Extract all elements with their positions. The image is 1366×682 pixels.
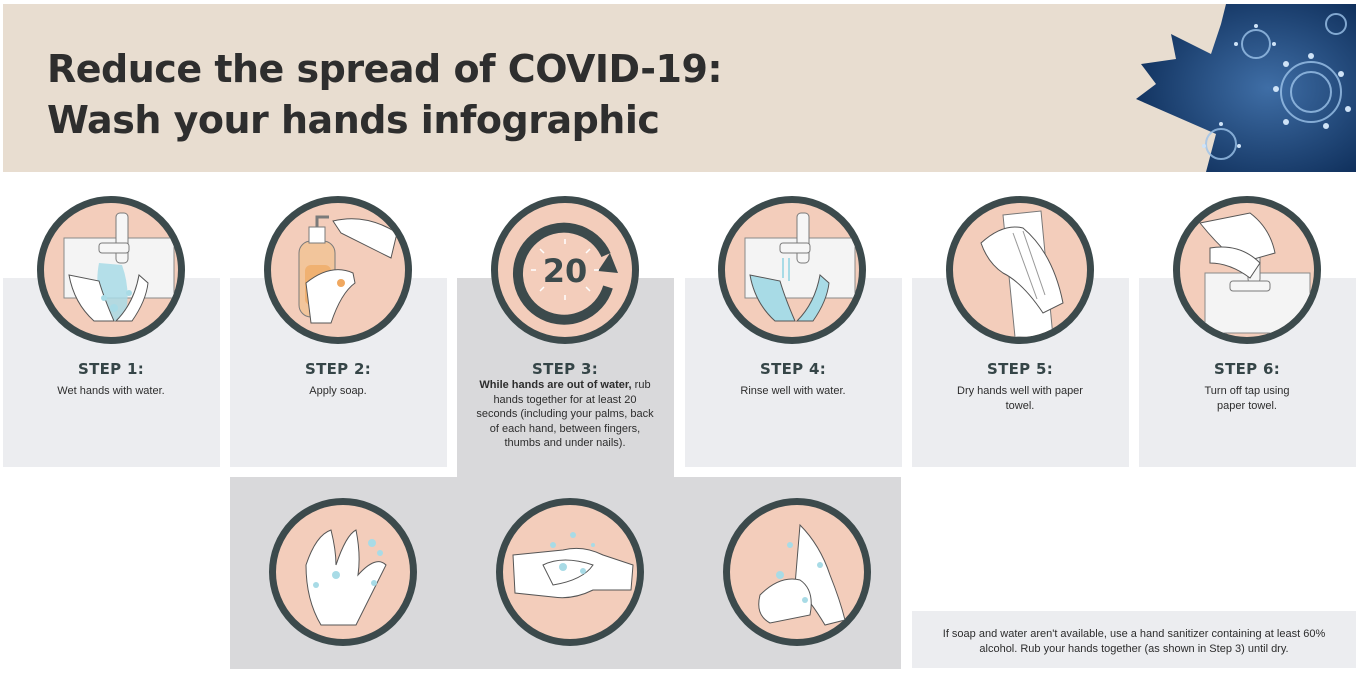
rub-illustration-1 [269, 498, 417, 646]
step-5-title: STEP 5: [986, 360, 1054, 378]
rub-illustration-3 [723, 498, 871, 646]
sanitizer-note: If soap and water aren't available, use … [912, 611, 1356, 668]
step-4-illustration [718, 196, 866, 344]
step-5-illustration [946, 196, 1094, 344]
page-title: Reduce the spread of COVID-19: Wash your… [47, 44, 723, 146]
turn-off-tap-icon [1199, 212, 1311, 334]
timer-value: 20 [543, 252, 588, 290]
step-2-illustration [264, 196, 412, 344]
faucet-rinse-hands-icon [744, 212, 856, 322]
step-6-illustration [1173, 196, 1321, 344]
step-2-text: Apply soap. [309, 385, 367, 397]
palm-rub-icon [758, 523, 846, 626]
step-5-text: Dry hands well with paper towel. [957, 385, 1083, 412]
faucet-wet-hands-icon [63, 212, 175, 322]
interlaced-fingers-icon [305, 529, 387, 626]
paper-towel-icon [980, 210, 1064, 337]
step-3-text: While hands are out of water, rub hands … [457, 378, 673, 451]
step-3-text-bold: While hands are out of water, [479, 379, 632, 391]
step-1-title: STEP 1: [77, 360, 145, 378]
step-1-text: Wet hands with water. [57, 385, 165, 397]
step-6-title: STEP 6: [1213, 360, 1281, 378]
step-1-illustration [37, 196, 185, 344]
step-2-title: STEP 2: [304, 360, 372, 378]
step-4-text: Rinse well with water. [740, 385, 846, 397]
rub-illustration-2 [496, 498, 644, 646]
back-of-hand-icon [512, 532, 634, 599]
timer-icon: 20 [513, 222, 618, 325]
step-3-illustration: 20 [491, 196, 639, 344]
step-3-text-body: rub hands together for at least 20 secon… [476, 379, 654, 449]
step-6-text: Turn off tap using paper towel. [1204, 385, 1290, 412]
header-banner: Reduce the spread of COVID-19: Wash your… [3, 4, 1356, 172]
step-3-title: STEP 3: [531, 360, 599, 378]
virus-maple-leaf-image [1136, 4, 1356, 172]
title-line-2: Wash your hands infographic [47, 98, 660, 142]
soap-dispenser-icon [298, 215, 398, 324]
step-4-title: STEP 4: [759, 360, 827, 378]
title-line-1: Reduce the spread of COVID-19: [47, 47, 723, 91]
